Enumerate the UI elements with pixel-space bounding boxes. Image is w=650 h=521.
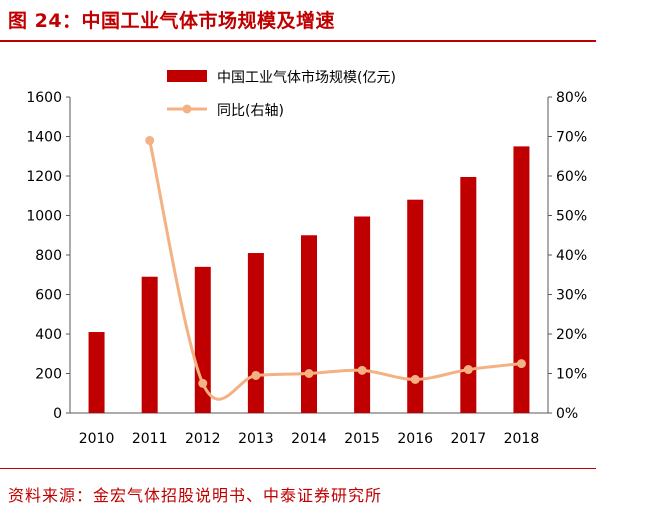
yoy-point: [198, 378, 208, 388]
y-right-tick-label: 30%: [556, 288, 587, 304]
bar: [88, 332, 105, 413]
bar: [460, 176, 477, 413]
y-right-tick-label: 60%: [556, 169, 587, 185]
title-divider: [0, 40, 596, 42]
yoy-point: [304, 369, 314, 378]
y-right-tick-label: 70%: [556, 130, 587, 146]
y-left-tick-label: 0: [53, 406, 62, 422]
y-left-tick-label: 800: [35, 248, 62, 264]
x-tick-label: 2011: [132, 431, 168, 447]
y-right-tick-label: 20%: [556, 327, 587, 343]
yoy-point: [251, 370, 261, 380]
x-tick-label: 2016: [397, 431, 433, 447]
yoy-point: [410, 374, 420, 384]
yoy-point: [145, 135, 155, 145]
x-tick-label: 2010: [79, 431, 115, 447]
figure-source: 资料来源：金宏气体招股说明书、中泰证券研究所: [8, 486, 383, 505]
x-tick-label: 2012: [185, 431, 221, 447]
bar: [513, 146, 530, 413]
y-right-tick-label: 80%: [556, 90, 587, 106]
yoy-point: [357, 365, 367, 375]
source-divider: [0, 468, 596, 469]
yoy-point: [516, 359, 526, 369]
y-left-tick-label: 1000: [26, 209, 62, 225]
x-tick-label: 2018: [504, 431, 540, 447]
yoy-point: [463, 365, 473, 375]
y-right-tick-label: 10%: [556, 367, 587, 383]
y-right-tick-label: 50%: [556, 209, 587, 225]
legend-line-label: 同比(右轴): [217, 103, 284, 119]
chart-axes: 0 200 400 600 800 1000 1200 1400 1600 0% 10% 20% 30%…: [26, 90, 587, 447]
y-left-tick-label: 1200: [26, 169, 62, 185]
x-tick-label: 2015: [344, 431, 380, 447]
bar: [247, 253, 264, 413]
bar: [407, 199, 424, 413]
legend-bar-swatch: [167, 70, 207, 82]
legend-bar-label: 中国工业气体市场规模(亿元): [217, 69, 396, 86]
legend-line-marker: [182, 104, 192, 114]
bar-series: [88, 146, 530, 413]
y-right-tick-label: 40%: [556, 248, 587, 264]
y-left-tick-label: 400: [35, 327, 62, 343]
y-left-tick-label: 200: [35, 367, 62, 383]
figure-title: 图 24：中国工业气体市场规模及增速: [8, 10, 336, 32]
x-tick-label: 2013: [238, 431, 274, 447]
bar: [301, 235, 317, 413]
bar: [354, 216, 371, 413]
x-tick-label: 2014: [291, 431, 327, 447]
y-left-tick-label: 1400: [26, 130, 62, 146]
y-right-tick-label: 0%: [556, 406, 578, 422]
bar: [141, 276, 158, 413]
x-tick-label: 2017: [451, 431, 487, 447]
chart-legend: 中国工业气体市场规模(亿元) 同比(右轴): [167, 69, 396, 119]
y-left-tick-label: 600: [35, 288, 62, 304]
y-left-tick-label: 1600: [26, 90, 62, 106]
line-series: [145, 135, 526, 401]
